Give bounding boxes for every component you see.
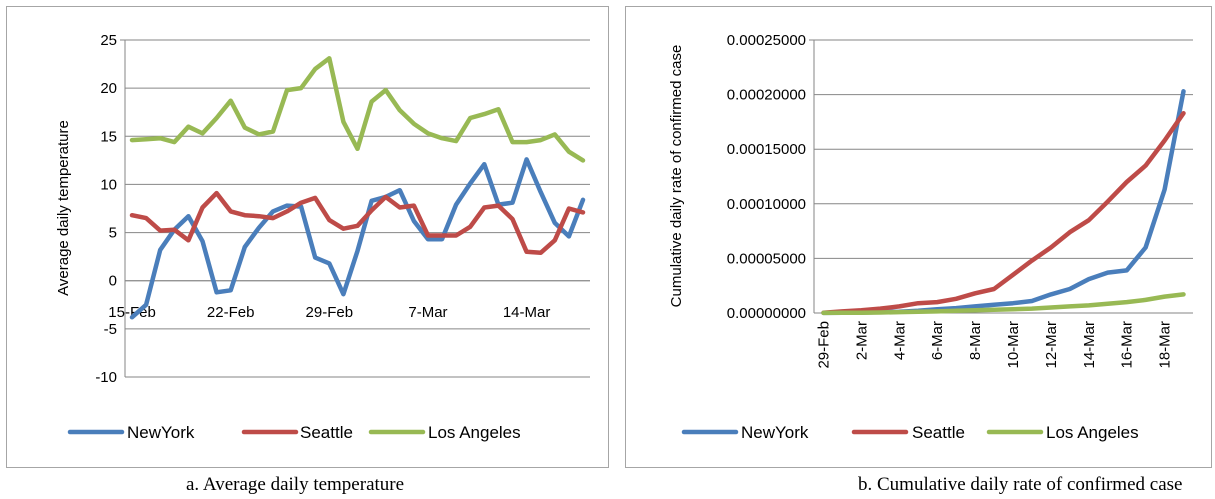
chart-b-y-tick-label: 0.00000000 (727, 305, 806, 322)
chart-b-x-tick-label: 10-Mar (1005, 321, 1022, 369)
chart-a-x-tick-label: 14-Mar (503, 304, 551, 321)
chart-a-y-tick-label: 15 (100, 128, 117, 145)
chart-b-y-tick-label: 0.00005000 (727, 250, 806, 267)
chart-b-x-tick-label: 6-Mar (929, 321, 946, 360)
chart-a-y-tick-label: 5 (109, 225, 117, 242)
chart-b-series-line-los-angeles (821, 292, 1186, 316)
chart-b-x-tick-label: 12-Mar (1043, 321, 1060, 369)
chart-b-x-tick-label: 18-Mar (1157, 321, 1174, 369)
chart-b-y-tick-label: 0.00010000 (727, 196, 806, 213)
chart-b-series-line-seattle (821, 110, 1186, 315)
chart-a-x-tick-label: 29-Feb (306, 304, 354, 321)
chart-b-frame (625, 6, 1212, 468)
chart-a-legend-label-seattle: Seattle (300, 423, 353, 442)
chart-b-y-tick-label: 0.00025000 (727, 32, 806, 49)
chart-b-x-tick-label: 29-Feb (815, 321, 832, 369)
chart-b-x-tick-label: 8-Mar (967, 321, 984, 360)
chart-a-y-tick-label: 10 (100, 176, 117, 193)
chart-a-y-tick-label: -5 (104, 321, 117, 338)
chart-b-x-tick-label: 4-Mar (891, 321, 908, 360)
chart-a-y-tick-label: 0 (109, 273, 117, 290)
chart-a-series-line-seattle (129, 190, 586, 256)
chart-b-legend-label-seattle: Seattle (912, 423, 965, 442)
chart-a-legend-label-los-angeles: Los Angeles (428, 423, 521, 442)
chart-b-x-tick-label: 2-Mar (853, 321, 870, 360)
caption-a: a. Average daily temperature (186, 474, 405, 495)
chart-b-legend-label-newyork: NewYork (741, 423, 809, 442)
chart-a-y-tick-label: 25 (100, 32, 117, 49)
chart-a-series-line-los-angeles (129, 56, 586, 163)
caption-b: b. Cumulative daily rate of confirmed ca… (858, 474, 1183, 495)
chart-b-x-tick-label: 14-Mar (1081, 321, 1098, 369)
chart-a-series-line-newyork (129, 157, 586, 320)
chart-a-y-tick-label: 20 (100, 80, 117, 97)
chart-b-y-axis-title: Cumulative daily rate of confirmed case (668, 45, 685, 308)
chart-b-legend-label-los-angeles: Los Angeles (1046, 423, 1139, 442)
chart-b-y-tick-label: 0.00015000 (727, 141, 806, 158)
chart-a-legend-label-newyork: NewYork (127, 423, 195, 442)
chart-b-group: 0.00000000 0.00005000 0.00010000 0.00015000… (668, 32, 1193, 442)
chart-a-y-tick-label: -10 (95, 369, 117, 386)
chart-b-x-tick-label: 16-Mar (1119, 321, 1136, 369)
chart-b-y-tick-label: 0.00020000 (727, 87, 806, 104)
chart-a-x-tick-label: 7-Mar (408, 304, 447, 321)
chart-a-x-tick-label: 22-Feb (207, 304, 255, 321)
chart-a-y-axis-title: Average daily temperature (55, 120, 72, 296)
